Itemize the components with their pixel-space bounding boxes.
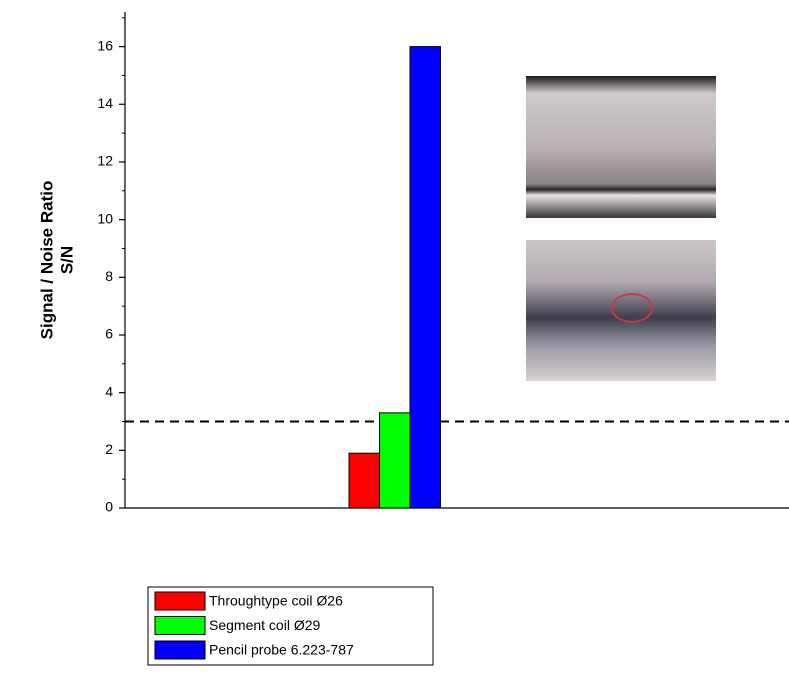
y-tick-label: 4 bbox=[105, 383, 113, 399]
bar bbox=[349, 453, 380, 508]
photos bbox=[526, 76, 716, 381]
y-axis-title-line: S/N bbox=[57, 246, 76, 274]
y-tick-label: 0 bbox=[105, 499, 113, 515]
legend-swatch bbox=[155, 617, 205, 635]
bar bbox=[410, 47, 441, 508]
y-axis-title-line: Signal / Noise Ratio bbox=[37, 181, 56, 340]
y-tick-label: 14 bbox=[97, 95, 113, 111]
page: {"chart_data": { "type": "bar", "ylabel"… bbox=[0, 0, 789, 668]
chart: Signal / Noise Ratio S/N 0 2 4 6 8 10 12 14 16 Th… bbox=[0, 0, 789, 668]
legend-label: Pencil probe 6.223-787 bbox=[209, 642, 354, 658]
y-tick-label: 16 bbox=[97, 37, 113, 53]
legend-swatch bbox=[155, 641, 205, 659]
bar bbox=[380, 413, 411, 508]
photo bbox=[526, 76, 716, 218]
y-tick-label: 10 bbox=[97, 210, 113, 226]
y-axis-title: Signal / Noise Ratio S/N bbox=[37, 181, 76, 340]
legend-swatch bbox=[155, 592, 205, 610]
legend-label: Segment coil Ø29 bbox=[209, 617, 320, 633]
y-tick-label: 8 bbox=[105, 268, 113, 284]
photo bbox=[526, 240, 716, 381]
y-tick-label: 6 bbox=[105, 326, 113, 342]
legend-label: Throughtype coil Ø26 bbox=[209, 593, 343, 609]
y-tick-label: 2 bbox=[105, 441, 113, 457]
y-tick-label: 12 bbox=[97, 153, 113, 169]
